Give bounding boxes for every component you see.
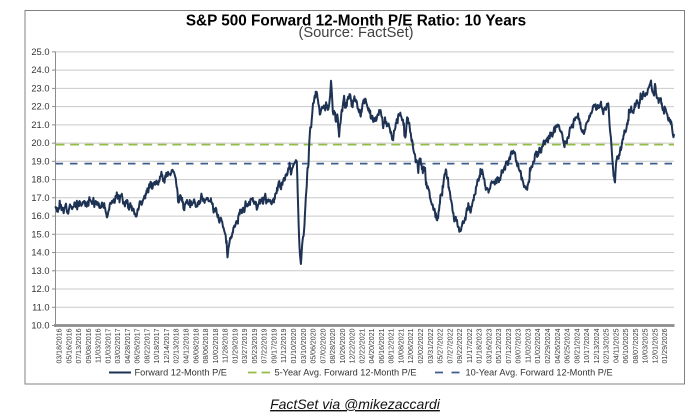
svg-text:08/06/2018: 08/06/2018 — [203, 328, 210, 363]
svg-text:05/12/2023: 05/12/2023 — [496, 328, 503, 363]
svg-text:10/08/2021: 10/08/2021 — [398, 328, 405, 363]
svg-text:Forward 12-Month P/E: Forward 12-Month P/E — [135, 368, 227, 378]
svg-text:10/26/2020: 10/26/2020 — [340, 328, 347, 363]
svg-text:01/29/2026: 01/29/2026 — [662, 328, 669, 363]
svg-text:12/14/2017: 12/14/2017 — [164, 328, 171, 363]
svg-text:FactSet via @mikezaccardi: FactSet via @mikezaccardi — [270, 396, 441, 412]
svg-text:12/22/2020: 12/22/2020 — [350, 328, 357, 363]
svg-text:04/12/2018: 04/12/2018 — [184, 328, 191, 363]
svg-text:10/18/2017: 10/18/2017 — [154, 328, 161, 363]
svg-text:08/21/2024: 08/21/2024 — [574, 328, 581, 363]
svg-text:04/26/2024: 04/26/2024 — [555, 328, 562, 363]
svg-text:03/02/2017: 03/02/2017 — [115, 328, 122, 363]
svg-text:06/08/2018: 06/08/2018 — [193, 328, 200, 363]
svg-text:16.0: 16.0 — [31, 211, 49, 221]
svg-text:10/03/2025: 10/03/2025 — [643, 328, 650, 363]
svg-text:07/02/2020: 07/02/2020 — [320, 328, 327, 363]
svg-text:10/17/2024: 10/17/2024 — [584, 328, 591, 363]
svg-text:03/18/2016: 03/18/2016 — [57, 328, 64, 363]
svg-text:07/13/2016: 07/13/2016 — [76, 328, 83, 363]
svg-text:06/26/2017: 06/26/2017 — [135, 328, 142, 363]
svg-text:01/10/2020: 01/10/2020 — [291, 328, 298, 363]
svg-text:08/12/2021: 08/12/2021 — [389, 328, 396, 363]
svg-text:12/13/2024: 12/13/2024 — [594, 328, 601, 363]
svg-text:06/25/2024: 06/25/2024 — [565, 328, 572, 363]
svg-text:13.0: 13.0 — [31, 266, 49, 276]
svg-text:05/06/2020: 05/06/2020 — [311, 328, 318, 363]
svg-text:25.0: 25.0 — [31, 47, 49, 57]
svg-text:02/22/2021: 02/22/2021 — [359, 328, 366, 363]
svg-text:10/02/2018: 10/02/2018 — [213, 328, 220, 363]
svg-text:01/02/2024: 01/02/2024 — [535, 328, 542, 363]
svg-text:07/22/2019: 07/22/2019 — [262, 328, 269, 363]
svg-text:20.0: 20.0 — [31, 138, 49, 148]
svg-text:11/17/2022: 11/17/2022 — [467, 328, 474, 363]
svg-text:10-Year Avg. Forward 12-Month: 10-Year Avg. Forward 12-Month P/E — [466, 368, 613, 378]
svg-text:02/02/2022: 02/02/2022 — [418, 328, 425, 363]
svg-text:04/11/2025: 04/11/2025 — [613, 328, 620, 363]
svg-text:01/03/2017: 01/03/2017 — [105, 328, 112, 363]
svg-text:04/28/2017: 04/28/2017 — [125, 328, 132, 363]
svg-text:02/13/2025: 02/13/2025 — [604, 328, 611, 363]
svg-text:05/27/2022: 05/27/2022 — [438, 328, 445, 363]
svg-text:02/29/2024: 02/29/2024 — [545, 328, 552, 363]
svg-text:11/12/2019: 11/12/2019 — [281, 328, 288, 363]
svg-text:03/27/2019: 03/27/2019 — [242, 328, 249, 363]
svg-text:09/17/2019: 09/17/2019 — [271, 328, 278, 363]
svg-text:17.0: 17.0 — [31, 193, 49, 203]
svg-text:08/22/2017: 08/22/2017 — [144, 328, 151, 363]
svg-text:18.0: 18.0 — [31, 175, 49, 185]
svg-text:08/28/2020: 08/28/2020 — [330, 328, 337, 363]
svg-text:09/07/2023: 09/07/2023 — [516, 328, 523, 363]
svg-text:03/16/2023: 03/16/2023 — [486, 328, 493, 363]
svg-text:07/27/2022: 07/27/2022 — [447, 328, 454, 363]
svg-text:11/28/2018: 11/28/2018 — [223, 328, 230, 363]
svg-text:03/10/2020: 03/10/2020 — [301, 328, 308, 363]
svg-text:11/02/2023: 11/02/2023 — [526, 328, 533, 363]
svg-text:19.0: 19.0 — [31, 156, 49, 166]
svg-text:12/01/2025: 12/01/2025 — [653, 328, 660, 363]
svg-text:02/13/2018: 02/13/2018 — [174, 328, 181, 363]
svg-text:04/20/2021: 04/20/2021 — [369, 328, 376, 363]
svg-text:21.0: 21.0 — [31, 120, 49, 130]
svg-text:11/03/2016: 11/03/2016 — [96, 328, 103, 363]
svg-text:12/06/2021: 12/06/2021 — [408, 328, 415, 363]
svg-text:5-Year Avg. Forward 12-Month P: 5-Year Avg. Forward 12-Month P/E — [275, 368, 417, 378]
svg-text:06/10/2025: 06/10/2025 — [623, 328, 630, 363]
svg-text:S&P 500 Forward 12-Month P/E R: S&P 500 Forward 12-Month P/E Ratio: 10 Y… — [186, 12, 526, 29]
svg-text:05/23/2019: 05/23/2019 — [252, 328, 259, 363]
svg-text:09/22/2022: 09/22/2022 — [457, 328, 464, 363]
svg-text:09/08/2016: 09/08/2016 — [86, 328, 93, 363]
svg-text:06/16/2021: 06/16/2021 — [379, 328, 386, 363]
svg-text:01/29/2019: 01/29/2019 — [232, 328, 239, 363]
svg-text:12.0: 12.0 — [31, 284, 49, 294]
svg-text:23.0: 23.0 — [31, 84, 49, 94]
svg-text:22.0: 22.0 — [31, 102, 49, 112]
svg-text:24.0: 24.0 — [31, 65, 49, 75]
svg-text:10.0: 10.0 — [31, 321, 49, 331]
svg-text:15.0: 15.0 — [31, 229, 49, 239]
svg-text:03/31/2022: 03/31/2022 — [428, 328, 435, 363]
svg-text:(Source: FactSet): (Source: FactSet) — [298, 25, 413, 41]
svg-text:07/12/2023: 07/12/2023 — [506, 328, 513, 363]
svg-text:05/16/2016: 05/16/2016 — [66, 328, 73, 363]
svg-text:14.0: 14.0 — [31, 248, 49, 258]
svg-text:08/07/2025: 08/07/2025 — [633, 328, 640, 363]
svg-text:01/18/2023: 01/18/2023 — [477, 328, 484, 363]
svg-text:11.0: 11.0 — [32, 302, 49, 312]
